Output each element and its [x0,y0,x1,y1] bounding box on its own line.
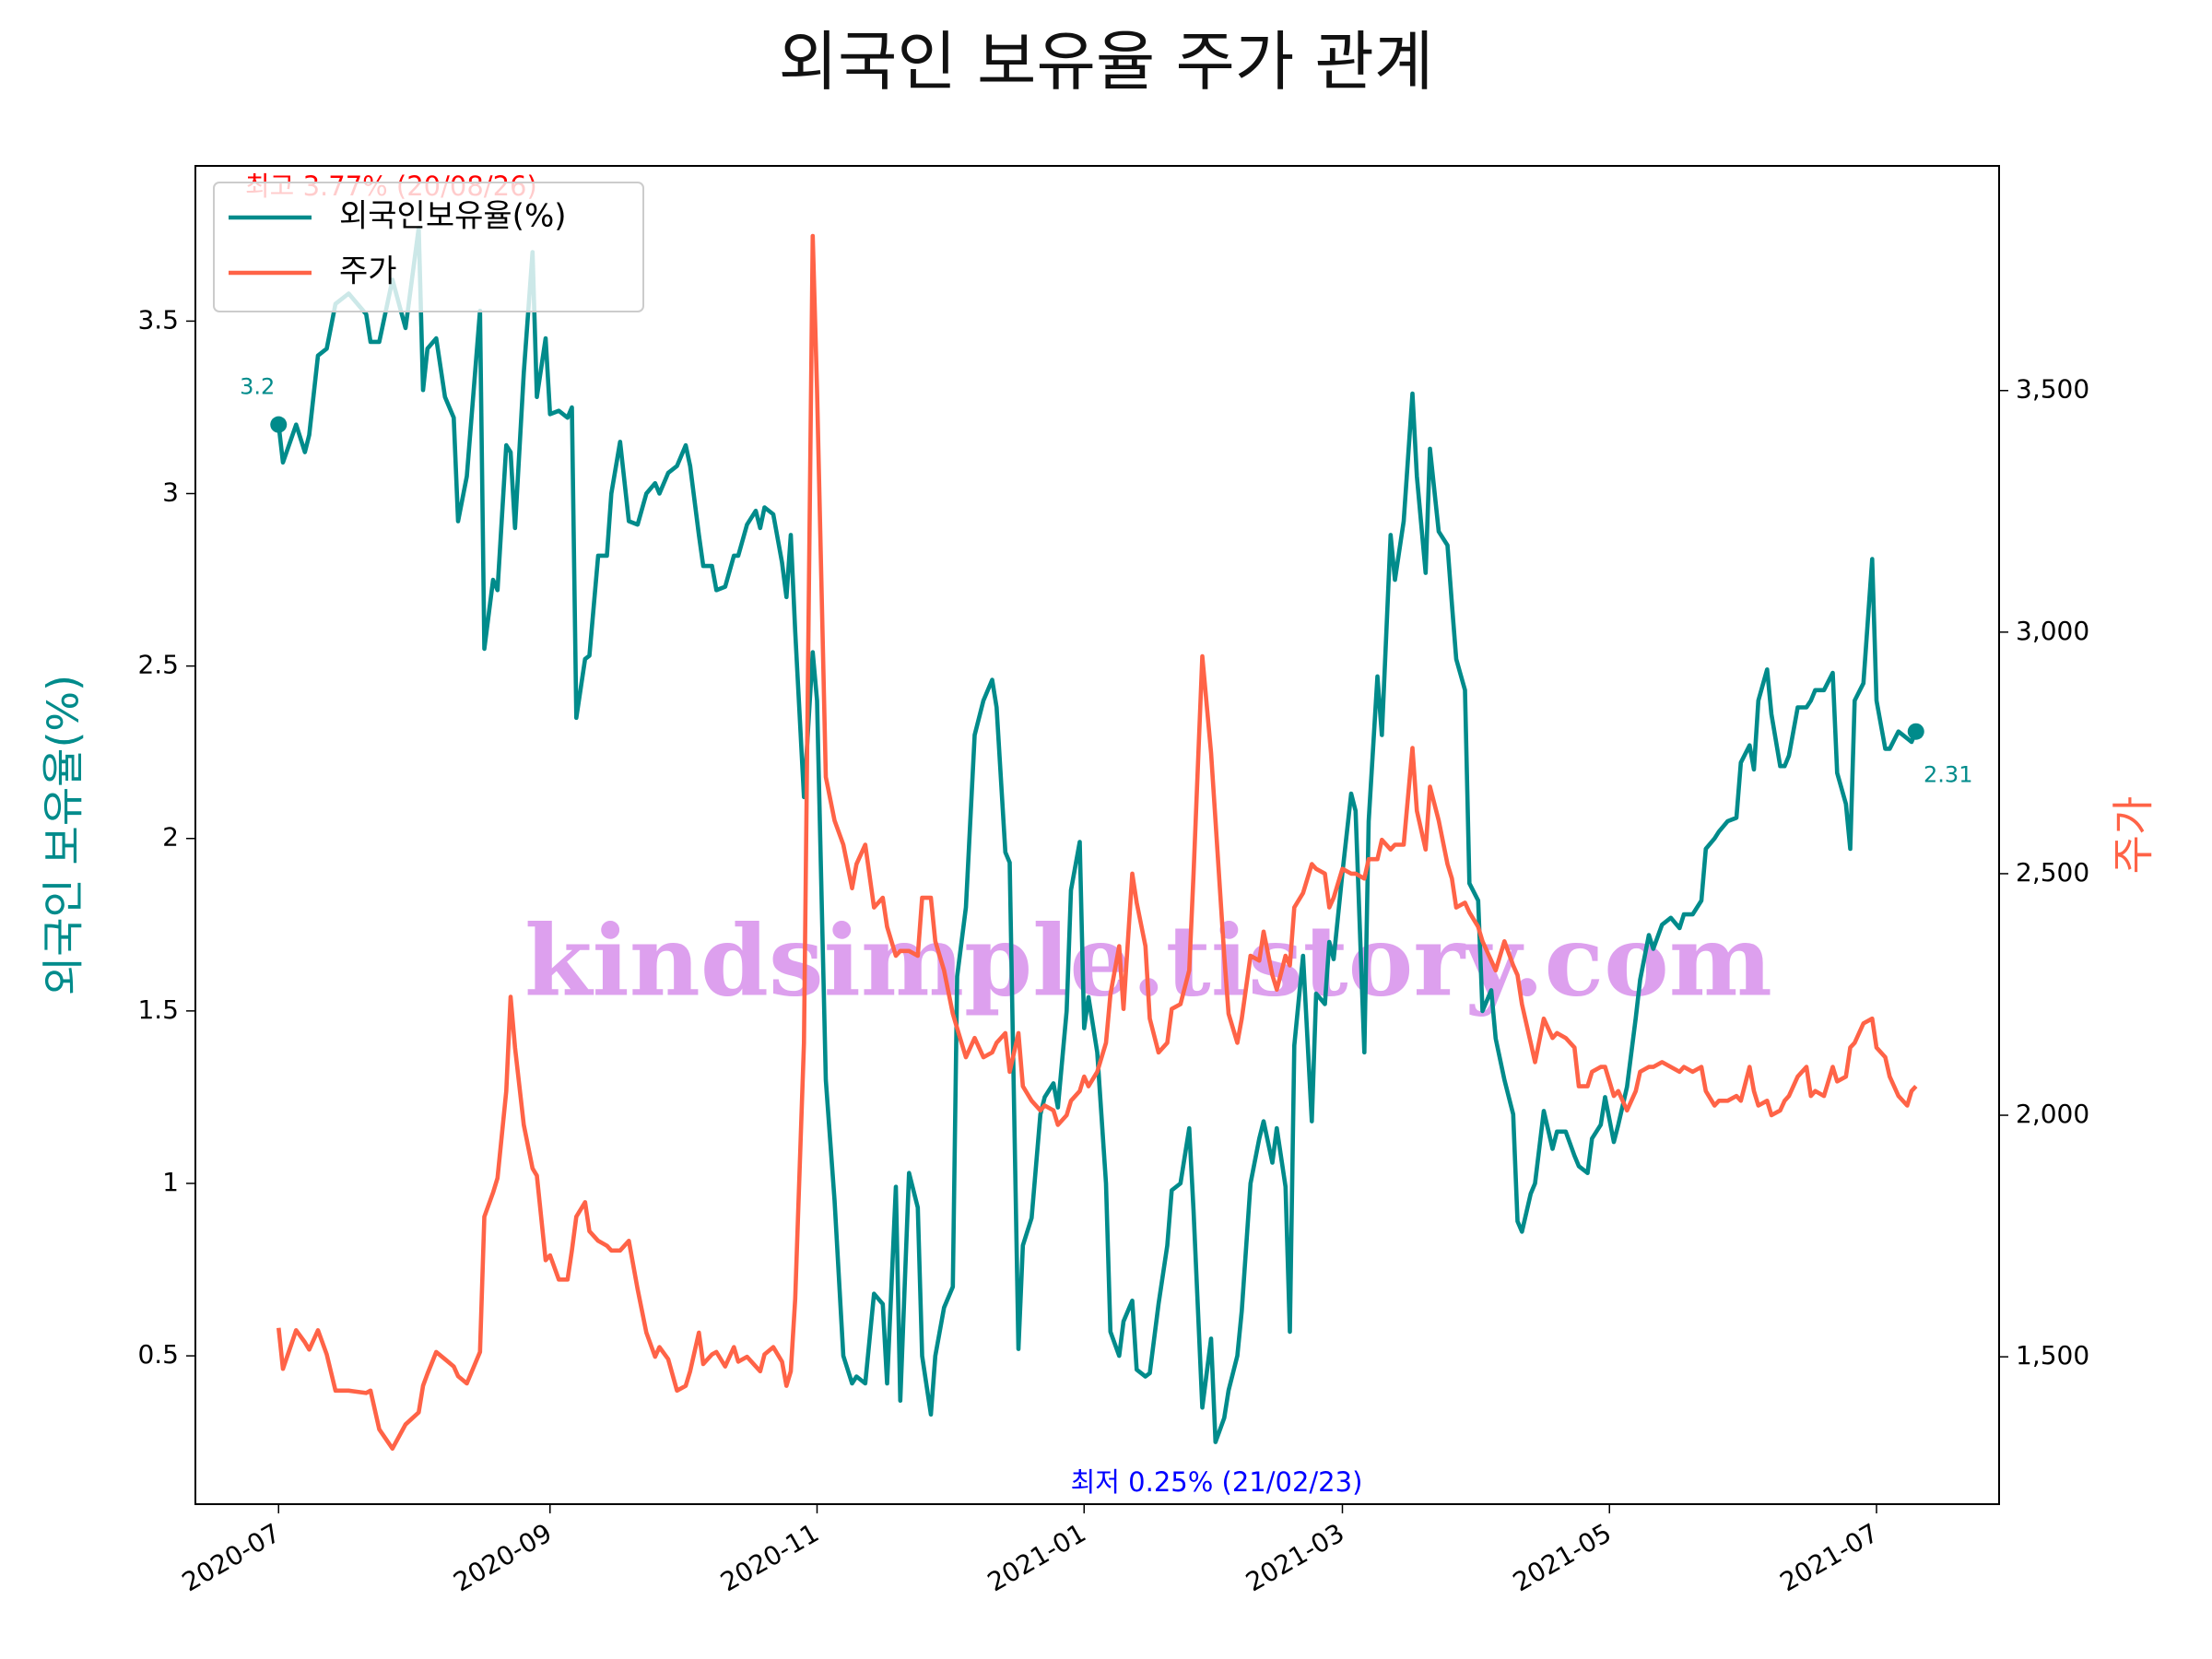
annotation: 3.2 [240,374,275,400]
y2-tick-label: 2,500 [2016,857,2089,888]
annotation: 최저 0.25% (21/02/23) [1071,1466,1363,1498]
series-line [276,233,1918,1451]
y-tick-label: 1.5 [137,994,179,1025]
y-axis-label: 외국인 보유율(%) [39,675,88,995]
y2-axis-label: 주가 [2109,796,2159,875]
series-line [276,226,1918,1444]
y-tick-label: 1 [162,1167,179,1197]
y-tick-label: 2 [162,822,179,853]
y-tick-label: 2.5 [137,650,179,680]
legend-label: 주가 [339,253,397,290]
y2-tick-label: 2,000 [2016,1099,2089,1129]
end-marker [1907,723,1924,740]
y-tick-label: 0.5 [137,1339,179,1370]
y2-tick-label: 3,500 [2016,374,2089,405]
y-tick-label: 3.5 [137,304,179,335]
y2-tick-label: 1,500 [2016,1340,2089,1371]
y2-tick-label: 3,000 [2016,616,2089,646]
y-tick-label: 3 [162,477,179,508]
annotation: 2.31 [1924,762,1972,788]
chart-title: 외국인 보유율 주가 관계 [779,24,1434,100]
plot-frame [194,165,2000,1505]
legend-label: 외국인보유율(%) [339,198,567,235]
end-marker [270,416,288,433]
legend-box [213,182,644,312]
